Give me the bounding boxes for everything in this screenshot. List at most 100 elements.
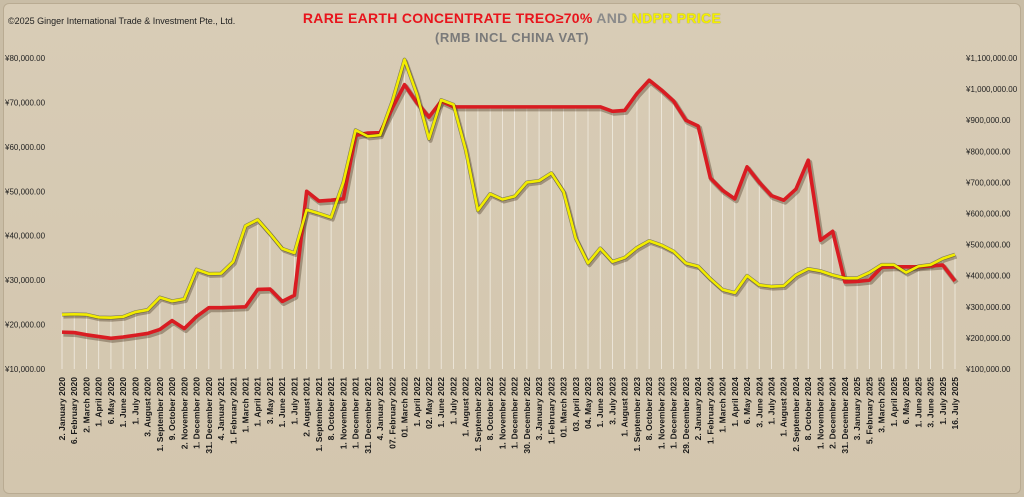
left-axis-tick-label: ¥50,000.00 xyxy=(4,187,46,196)
x-axis-category-label: 1. April 2024 xyxy=(730,377,740,427)
x-axis-category-label: 2. January 2024 xyxy=(693,377,703,441)
x-axis-category-label: 6. February 2020 xyxy=(69,377,79,444)
x-axis-category-label: 3. March 2025 xyxy=(877,377,887,433)
ndpr-series-line xyxy=(61,58,956,319)
x-axis-category-label: 30. December 2022 xyxy=(522,377,532,454)
x-axis-category-label: 1. July 2021 xyxy=(289,377,299,425)
x-axis-category-label: 1. June 2021 xyxy=(277,377,287,428)
x-axis-category-label: 07. February 2022 xyxy=(387,377,397,449)
x-axis-category-label: 1. February 2023 xyxy=(546,377,556,444)
left-axis-tick-label: ¥60,000.00 xyxy=(4,143,46,152)
x-axis-category-label: 1. July 2024 xyxy=(767,377,777,425)
x-axis-category-label: 04. May 2023 xyxy=(583,377,593,429)
title-part-treo: RARE EARTH CONCENTRATE TREO≥70% xyxy=(302,10,593,26)
right-axis-tick-label: ¥900,000.00 xyxy=(965,116,1011,125)
x-axis-category-label: 1. November 2022 xyxy=(497,377,507,450)
x-axis-category-label: 31. December 2021 xyxy=(363,377,373,454)
right-axis-tick-label: ¥100,000.00 xyxy=(965,365,1011,374)
x-axis-category-label: 2. March 2020 xyxy=(81,377,91,433)
x-axis-category-label: 8. October 2022 xyxy=(485,377,495,441)
x-axis-category-label: 1. November 2023 xyxy=(656,377,666,450)
x-axis-category-label: 6. May 2024 xyxy=(742,377,752,425)
x-axis-category-label: 1. December 2023 xyxy=(669,377,679,449)
x-axis-category-label: 8. October 2021 xyxy=(326,377,336,441)
right-axis-tick-label: ¥800,000.00 xyxy=(965,147,1011,156)
treo-series-shadow xyxy=(63,79,959,343)
x-axis-category-label: 1. December 2020 xyxy=(192,377,202,449)
x-axis-category-label: 1. July 2025 xyxy=(938,377,948,425)
x-axis-category-label: 1. November 2021 xyxy=(338,377,348,450)
x-axis-category-label: 1. December 2021 xyxy=(351,377,361,449)
title-part-and: AND xyxy=(592,10,632,26)
x-axis-category-label: 1. July 2020 xyxy=(130,377,140,425)
x-axis-category-label: 1. September 2022 xyxy=(473,377,483,452)
right-axis-tick-label: ¥1,100,000.00 xyxy=(965,54,1018,63)
x-axis-category-label: 4. January 2021 xyxy=(216,377,226,441)
x-axis-category-label: 1. April 2020 xyxy=(94,377,104,427)
right-axis-tick-label: ¥700,000.00 xyxy=(965,178,1011,187)
x-axis-category-label: 1. June 2022 xyxy=(436,377,446,428)
x-axis-category-label: 4. January 2022 xyxy=(375,377,385,441)
left-axis-tick-label: ¥10,000.00 xyxy=(4,365,46,374)
x-axis-category-label: 1. June 2020 xyxy=(118,377,128,428)
left-axis-tick-label: ¥40,000.00 xyxy=(4,232,46,241)
x-axis-category-label: 3. June 2024 xyxy=(754,377,764,428)
copyright-text: ©2025 Ginger International Trade & Inves… xyxy=(8,16,236,26)
x-axis-category-label: 1. April 2025 xyxy=(889,377,899,427)
title-part-ndpr: NDPR PRICE xyxy=(631,10,722,26)
x-axis-category-label: 2. December 2024 xyxy=(828,377,838,449)
left-axis-tick-label: ¥20,000.00 xyxy=(4,321,46,330)
x-axis-category-label: 1. August 2024 xyxy=(779,377,789,437)
x-axis-category-label: 02. May 2022 xyxy=(424,377,434,429)
x-axis-category-label: 6. May 2020 xyxy=(106,377,116,425)
x-axis-category-label: 3. June 2025 xyxy=(926,377,936,428)
x-axis-category-label: 1. April 2022 xyxy=(412,377,422,427)
x-axis-category-label: 6. May 2025 xyxy=(901,377,911,425)
right-axis-tick-label: ¥300,000.00 xyxy=(965,303,1011,312)
x-axis-category-label: 3. August 2020 xyxy=(143,377,153,437)
x-axis-category-label: 1. March 2024 xyxy=(718,377,728,433)
left-axis-tick-label: ¥70,000.00 xyxy=(4,98,46,107)
right-axis-tick-label: ¥1,000,000.00 xyxy=(965,85,1018,94)
x-axis-category-label: 16. July 2025 xyxy=(950,377,960,430)
x-axis-category-label: 1. August 2022 xyxy=(461,377,471,437)
x-axis-category-label: 3. January 2025 xyxy=(852,377,862,441)
right-axis-tick-label: ¥400,000.00 xyxy=(965,272,1011,281)
x-axis-category-label: 8. October 2023 xyxy=(644,377,654,441)
x-axis-category-label: 2. August 2021 xyxy=(302,377,312,437)
x-axis-category-label: 1. November 2024 xyxy=(815,377,825,450)
x-axis-category-label: 1. April 2021 xyxy=(253,377,263,427)
x-axis-category-label: 9. October 2020 xyxy=(167,377,177,441)
x-axis-category-label: 3. January 2023 xyxy=(534,377,544,441)
ndpr-series-shadow xyxy=(63,59,958,322)
x-axis-category-label: 1. September 2020 xyxy=(155,377,165,452)
chart-subtitle: (RMB INCL CHINA VAT) xyxy=(435,30,589,45)
chart-frame xyxy=(3,3,1021,494)
x-axis-category-label: 1. March 2021 xyxy=(240,377,250,433)
x-axis-category-label: 1. February 2024 xyxy=(705,377,715,444)
right-axis-tick-label: ¥500,000.00 xyxy=(965,241,1011,250)
x-axis-category-label: 8. October 2024 xyxy=(803,377,813,441)
x-axis-category-label: 01. March 2023 xyxy=(559,377,569,438)
x-axis-category-label: 3. July 2023 xyxy=(607,377,617,425)
left-axis-tick-label: ¥80,000.00 xyxy=(4,54,46,63)
x-axis-category-label: 31. December 2024 xyxy=(840,377,850,454)
chart-title: RARE EARTH CONCENTRATE TREO≥70% AND NDPR… xyxy=(0,10,1024,26)
x-axis-category-label: 31. December 2020 xyxy=(204,377,214,454)
x-axis-category-label: 1. September 2021 xyxy=(314,377,324,452)
x-axis-category-label: 2. January 2020 xyxy=(57,377,67,441)
drop-lines xyxy=(61,59,956,369)
x-axis-category-label: 29. December 2023 xyxy=(681,377,691,454)
x-axis-category-label: 1. June 2025 xyxy=(913,377,923,428)
right-axis-tick-label: ¥600,000.00 xyxy=(965,210,1011,219)
x-axis-category-label: 1. August 2023 xyxy=(620,377,630,437)
x-axis-category-label: 3. May 2021 xyxy=(265,377,275,425)
x-axis-category-label: 5. February 2025 xyxy=(864,377,874,444)
treo-series-line xyxy=(61,78,957,341)
x-axis-category-label: 2. November 2020 xyxy=(179,377,189,450)
x-axis-category-label: 1. December 2022 xyxy=(510,377,520,449)
x-axis-category-label: 03. April 2023 xyxy=(571,377,581,432)
x-axis-category-label: 1. September 2023 xyxy=(632,377,642,452)
x-axis-category-label: 1. February 2021 xyxy=(228,377,238,444)
